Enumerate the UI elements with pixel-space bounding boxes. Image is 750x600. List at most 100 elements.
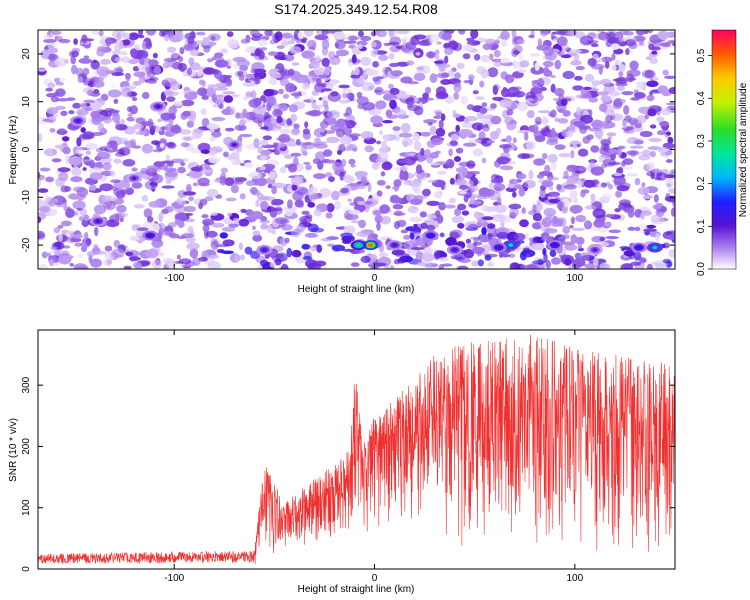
spectrogram-cell <box>601 56 613 63</box>
spectrogram-cell <box>49 258 54 267</box>
spectrogram-cell <box>272 142 279 148</box>
spectrogram-cell <box>76 207 83 211</box>
spectrogram-cell <box>464 221 479 229</box>
spectrogram-cell <box>413 106 424 116</box>
spectrogram-cell <box>349 209 361 215</box>
spectrogram-cell <box>83 99 96 104</box>
spectrogram-cell <box>541 217 552 228</box>
spectrogram-cell <box>326 110 341 119</box>
spectrogram-cell <box>382 73 388 79</box>
x-tick-label: 100 <box>566 573 583 584</box>
spectrogram-cell <box>562 110 571 117</box>
spectrogram-cell <box>381 161 393 171</box>
spectrogram-cell <box>260 200 269 210</box>
spectrogram-cell <box>609 90 621 97</box>
spectrogram-cell <box>107 109 120 113</box>
spectrogram-cell <box>268 170 276 180</box>
spectrogram-cell <box>550 75 556 79</box>
spectrogram-cell <box>468 180 474 189</box>
spectrogram-cell <box>287 199 293 209</box>
spectrogram-cell <box>121 39 131 46</box>
spectrogram-cell <box>149 223 160 232</box>
spectrogram-cell <box>55 88 66 97</box>
spectrogram-cell <box>400 229 409 234</box>
spectrogram-cell <box>133 123 144 130</box>
spectrogram-cell <box>491 215 506 223</box>
spectrogram-cell <box>476 66 486 75</box>
spectrogram-cell <box>291 249 302 258</box>
spectrogram-cell <box>533 158 546 166</box>
spectrogram-cell <box>614 208 621 213</box>
spectrogram-cell <box>370 49 378 58</box>
spectrogram-cell <box>196 70 203 77</box>
spectrogram-cell <box>438 202 446 211</box>
spectrogram-cell <box>662 69 669 76</box>
spectrogram-cell <box>323 30 334 34</box>
spectrogram-cell <box>458 184 469 190</box>
spectrogram-cell <box>71 64 78 75</box>
spectrogram-cell <box>183 89 196 95</box>
spectrogram-cell <box>608 184 614 190</box>
spectrogram-cell <box>413 223 418 228</box>
spectrogram-cell <box>427 122 433 126</box>
spectrogram-cell <box>274 31 283 42</box>
spectrogram-cell <box>657 146 669 154</box>
spectrogram-cell <box>396 30 410 35</box>
spectrogram-cell <box>623 250 635 257</box>
spectrogram-cell <box>113 98 119 104</box>
spectrogram-cell <box>88 184 97 191</box>
spectrogram-cell <box>513 233 526 241</box>
spectrogram-cell <box>348 35 358 42</box>
spectrogram-cell <box>242 96 248 101</box>
spectrogram-cell <box>388 62 400 68</box>
spectrogram-cell <box>172 30 184 39</box>
spectrogram-cell <box>76 137 82 147</box>
spectrogram-cell <box>338 143 346 153</box>
spectrogram-cell <box>285 82 296 93</box>
spectrogram-cell <box>252 230 261 236</box>
spectrogram-cell <box>466 104 475 111</box>
spectrogram-cell <box>473 53 481 61</box>
spectrogram-cell <box>426 224 436 232</box>
spectrogram-cell <box>278 88 284 95</box>
spectrogram-cell <box>402 156 416 166</box>
spectrogram-cell <box>499 99 512 108</box>
spectrogram-cell <box>649 91 654 96</box>
spectrogram-cell <box>380 215 392 225</box>
spectrogram-cell <box>448 197 456 204</box>
spectrogram-cell <box>422 188 431 197</box>
spectrogram-cell <box>475 96 485 100</box>
spectrogram-cell <box>199 198 208 206</box>
spectrogram-cell <box>307 223 319 233</box>
spectrogram-cell <box>310 96 315 103</box>
spectrogram-cell <box>207 58 214 63</box>
spectrogram-cell <box>370 254 378 262</box>
spectrogram-cell <box>195 31 206 36</box>
spectrogram-cell <box>449 177 455 185</box>
spectrogram-cell <box>554 59 562 70</box>
spectrogram-cell <box>562 225 571 235</box>
spectrogram-cell <box>471 260 479 267</box>
spectrogram-cell <box>637 187 650 195</box>
spectrogram-cell <box>249 187 258 195</box>
spectrogram-cell <box>526 98 534 102</box>
spectrogram-cell <box>58 233 63 242</box>
spectrogram-cell <box>57 167 71 173</box>
spectrogram-cell <box>96 151 111 160</box>
spectrogram-cell <box>434 53 440 60</box>
spectrogram-cell <box>302 256 313 261</box>
spectrogram-cell <box>509 262 520 269</box>
spectrogram-cell <box>498 254 511 258</box>
spectrogram-cell <box>75 148 85 155</box>
spectrogram-cell <box>440 185 445 190</box>
spectrogram-cell <box>146 216 154 223</box>
spectrogram-cell <box>307 201 316 208</box>
spectrogram-cell <box>348 183 361 187</box>
spectrogram-cell <box>357 200 365 206</box>
spectrogram-cell <box>56 203 63 208</box>
spectrogram-cell <box>152 200 162 208</box>
spectrogram-cell <box>599 103 608 112</box>
hotspot-core <box>392 243 398 247</box>
hotspot-core <box>496 245 502 250</box>
spectrogram-cell <box>419 211 427 218</box>
